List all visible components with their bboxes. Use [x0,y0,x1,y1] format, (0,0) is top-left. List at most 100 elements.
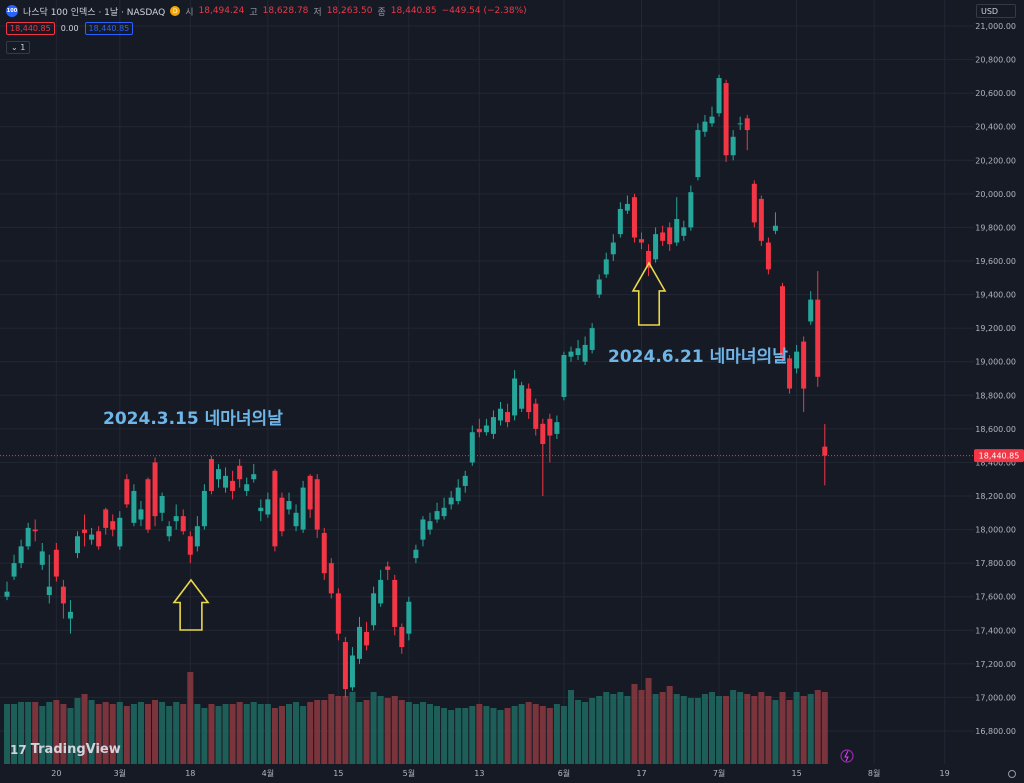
candles[interactable] [4,74,828,698]
candle-body [723,83,729,156]
volume-bar [419,702,426,764]
buy-button[interactable]: 18,440.85 [84,22,134,35]
candle-body [399,626,405,648]
price-tick-label: 18,600.00 [975,425,1016,434]
volume-bar [145,704,151,764]
volume-bar [687,698,694,764]
candle-body [194,526,200,547]
volume-bar [476,704,483,764]
volume-bar [779,692,786,764]
volume-bar [469,706,476,764]
volume-bar [271,708,278,764]
trade-row: 18,440.85 0.00 18,440.85 [6,22,134,35]
candle-body [117,517,123,547]
candle-body [67,611,73,619]
volume-bar [497,710,504,764]
candle-body [413,549,419,559]
candle-body [293,512,299,527]
low-value: 18,263.50 [326,6,373,16]
volume-bar [631,684,638,764]
volume-bar [116,702,123,764]
settings-icon[interactable] [1008,770,1016,778]
spread-value: 0.00 [60,24,79,33]
candle-body [230,480,236,491]
tradingview-logo[interactable]: 17 TradingView [10,742,121,757]
candle-body [490,417,496,434]
candle-body [385,566,391,570]
volume-bar [95,704,102,764]
time-tick-label: 15 [333,769,343,778]
candle-body [540,423,546,444]
price-axis[interactable]: 16,800.00 17,000.00 17,200.00 17,400.00 17,6… [975,22,1016,736]
candle-body [498,408,503,421]
candle-body [667,227,673,245]
candle-body [448,497,454,505]
candle-body [596,279,602,295]
volume-bar [405,702,412,764]
candle-body [730,136,736,156]
volume-bar [18,702,25,764]
volume-bar [659,692,666,764]
time-axis[interactable]: 20 3월 18 4월 15 5월 13 6월 17 7월 15 8월 19 [51,768,949,778]
time-tick-label: 17 [636,769,646,778]
price-tick-label: 18,400.00 [975,458,1016,467]
volume-bar [328,694,335,764]
candle-body [709,116,715,124]
price-tick-label: 19,400.00 [975,291,1016,300]
candle-body [568,351,574,357]
legend-header: 100 나스닥 100 인덱스 · 1날 · NASDAQ D 시 18,494.… [6,4,527,18]
volume-bar [81,694,88,764]
volume-bar [363,700,370,764]
candle-body [25,527,31,547]
price-tick-label: 18,200.00 [975,492,1016,501]
candle-body [772,225,778,231]
annotation-june: 2024.6.21 네마녀의날 [608,347,788,367]
volume-bar [638,690,645,764]
currency-select[interactable]: USD [976,4,1016,18]
low-label: 저 [313,7,322,18]
candle-body [357,626,362,659]
volume-bar [603,692,610,764]
time-axis-bg [0,764,1024,783]
symbol-title[interactable]: 나스닥 100 인덱스 · 1날 · NASDAQ [23,7,166,18]
price-tick-label: 19,800.00 [975,223,1016,232]
candle-body [60,586,66,604]
candle-body [716,78,722,114]
volume-bar [67,708,74,764]
price-tick-label: 16,800.00 [975,727,1016,736]
volume-bar [596,696,603,764]
candle-body [681,227,687,236]
candle-body [787,358,793,389]
candle-body [244,484,250,491]
candle-body [801,341,807,389]
tradingview-name: TradingView [30,742,121,757]
volume-bar [349,692,356,764]
replay-icon[interactable] [840,749,854,763]
price-tick-label: 17,000.00 [975,693,1016,702]
volume-bar [765,696,772,764]
candle-body [441,507,447,517]
candle-body [420,519,426,540]
candle-body [216,469,221,480]
candle-body [187,536,193,555]
volume-bar [568,690,574,764]
candle-body [307,475,313,510]
volume-bar [723,696,730,764]
candle-body [631,197,637,238]
sell-button[interactable]: 18,440.85 [6,22,55,35]
candle-body [251,474,257,480]
volume-bar [624,696,631,764]
volume-bar [243,704,250,764]
volume-bar [673,694,680,764]
time-tick-label: 15 [792,769,802,778]
volume-bar [589,698,596,764]
indicator-toggle[interactable]: ⌄ 1 [6,41,31,54]
candle-body [392,579,398,627]
candle-body [166,526,172,537]
volume-bar [257,704,264,764]
candle-body [321,532,327,574]
time-tick-label: 19 [940,769,950,778]
interval-badge[interactable]: D [170,6,181,16]
volume-bar [222,704,229,764]
